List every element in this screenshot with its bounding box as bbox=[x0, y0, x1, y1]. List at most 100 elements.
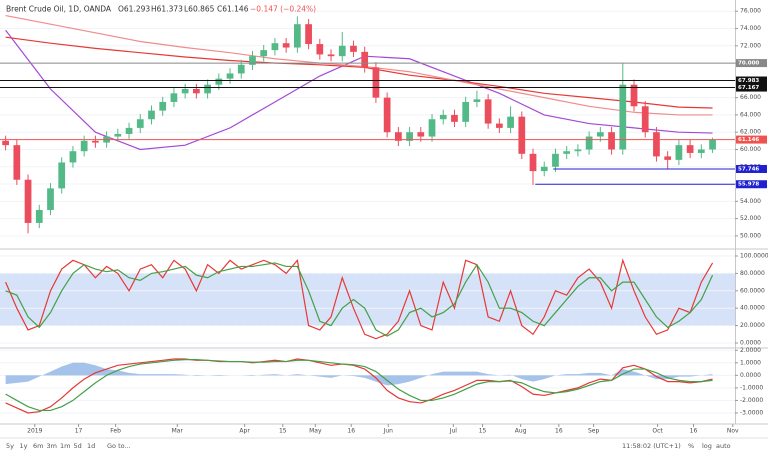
candle-body bbox=[473, 99, 481, 102]
y-tick-label: 76.000 bbox=[740, 8, 761, 15]
candle-body bbox=[495, 123, 503, 128]
candle-body bbox=[394, 132, 402, 141]
candle-body bbox=[439, 114, 447, 120]
candle-body bbox=[58, 162, 66, 189]
candle-body bbox=[338, 45, 346, 57]
level-label: 57.746 bbox=[738, 166, 759, 172]
candle-body bbox=[260, 50, 268, 57]
candle-body bbox=[125, 127, 133, 134]
candle-body bbox=[181, 89, 189, 94]
x-tick-label: 15 bbox=[279, 428, 287, 435]
y-tick-label: -3.0000 bbox=[740, 409, 763, 416]
candle-body bbox=[686, 145, 694, 153]
range-button[interactable]: 1y bbox=[20, 442, 28, 450]
range-button[interactable]: 5y bbox=[6, 442, 14, 450]
y-tick-label: -2.0000 bbox=[740, 397, 763, 404]
y-tick-label: 1.0000 bbox=[740, 359, 761, 366]
candle-body bbox=[675, 145, 683, 160]
candle-body bbox=[462, 101, 470, 122]
candle-body bbox=[47, 188, 54, 210]
toolbar: Go to... 11:58:02 (UTC+1) 5y 1y 6m 3m 1m 5d 1d… bbox=[6, 442, 731, 450]
candle-body bbox=[451, 114, 458, 122]
legend-bg bbox=[2, 3, 292, 15]
candle-body bbox=[13, 145, 21, 180]
y-tick-label: 62.000 bbox=[740, 129, 761, 136]
candle-body bbox=[148, 110, 155, 120]
candle-body bbox=[653, 132, 660, 157]
y-tick-label: 100.0000 bbox=[740, 253, 768, 260]
x-tick-label: 16 bbox=[347, 428, 355, 435]
indicator-line bbox=[5, 358, 713, 414]
candle-body bbox=[204, 84, 211, 94]
candle-body bbox=[552, 153, 559, 167]
band-fill bbox=[0, 273, 735, 326]
candle-body bbox=[428, 119, 436, 137]
candle-body bbox=[294, 24, 301, 48]
y-tick-label: 54.000 bbox=[740, 198, 761, 205]
range-button[interactable]: 1d bbox=[87, 442, 95, 450]
histogram-area bbox=[5, 362, 713, 386]
y-tick-label: -1.0000 bbox=[740, 384, 763, 391]
level-label: 55.978 bbox=[738, 182, 759, 188]
x-tick-label: 2019 bbox=[27, 428, 42, 435]
y-tick-label: 60.0000 bbox=[740, 287, 765, 294]
x-tick-label: 16 bbox=[555, 428, 563, 435]
x-tick-label: Feb bbox=[110, 428, 121, 435]
candle-body bbox=[226, 73, 234, 79]
candle-body bbox=[630, 84, 638, 107]
indicator-line bbox=[5, 258, 714, 340]
candle-body bbox=[585, 136, 593, 150]
scale-option[interactable]: log bbox=[702, 442, 712, 450]
goto-button[interactable]: Go to... bbox=[107, 442, 131, 450]
scale-option[interactable]: auto bbox=[716, 442, 731, 450]
quote-high: H61.373 bbox=[151, 5, 183, 14]
y-tick-label: 0.0000 bbox=[740, 372, 761, 379]
candle-body bbox=[608, 132, 615, 150]
candle-body bbox=[484, 99, 492, 124]
quote-low: L60.865 bbox=[184, 5, 215, 14]
candle-body bbox=[237, 64, 245, 74]
level-label-bg bbox=[736, 59, 767, 68]
y-tick-label: 50.000 bbox=[740, 232, 761, 239]
candle-body bbox=[282, 43, 290, 48]
y-tick-label: 80.0000 bbox=[740, 270, 765, 277]
candle-body bbox=[249, 56, 256, 65]
candle-body bbox=[193, 89, 200, 94]
candle-body bbox=[406, 132, 413, 141]
indicator-line bbox=[5, 359, 713, 412]
range-button[interactable]: 6m bbox=[33, 442, 43, 450]
level-label: 67.983 bbox=[738, 78, 759, 84]
candle-body bbox=[35, 209, 43, 223]
y-tick-label: 74.000 bbox=[740, 25, 761, 32]
x-tick-label: Mar bbox=[172, 428, 184, 435]
level-label: 61.146 bbox=[738, 137, 759, 143]
candle-body bbox=[417, 132, 425, 137]
y-tick-label: 0.0000 bbox=[740, 339, 761, 346]
y-tick-label: 72.000 bbox=[740, 42, 761, 49]
y-tick-label: 2.0000 bbox=[740, 347, 761, 354]
candle-body bbox=[641, 106, 649, 133]
candle-body bbox=[697, 149, 705, 153]
range-button[interactable]: 3m bbox=[47, 442, 57, 450]
level-label: 70.000 bbox=[738, 61, 759, 67]
candle-body bbox=[136, 119, 144, 128]
candle-body bbox=[563, 151, 571, 154]
candle-body bbox=[529, 153, 537, 172]
candle-body bbox=[305, 24, 312, 45]
range-button[interactable]: 1m bbox=[60, 442, 70, 450]
candle-body bbox=[24, 179, 32, 223]
quote-change: −0.147 (−0.24%) bbox=[250, 5, 316, 14]
range-button[interactable]: 5d bbox=[74, 442, 82, 450]
candle-body bbox=[69, 151, 77, 163]
level-label-bg bbox=[736, 135, 767, 144]
x-tick-label: Oct bbox=[652, 428, 663, 435]
plot-layer: 50.00052.00054.00056.00058.00060.00062.0… bbox=[0, 8, 768, 435]
scale-option[interactable]: % bbox=[688, 442, 694, 450]
y-tick-label: 64.000 bbox=[740, 111, 761, 118]
candle-body bbox=[709, 139, 716, 150]
quote-close: C61.146 bbox=[217, 5, 249, 14]
x-tick-label: Jun bbox=[383, 428, 394, 435]
candle-body bbox=[596, 132, 604, 137]
quote-open: O61.293 bbox=[118, 5, 150, 14]
